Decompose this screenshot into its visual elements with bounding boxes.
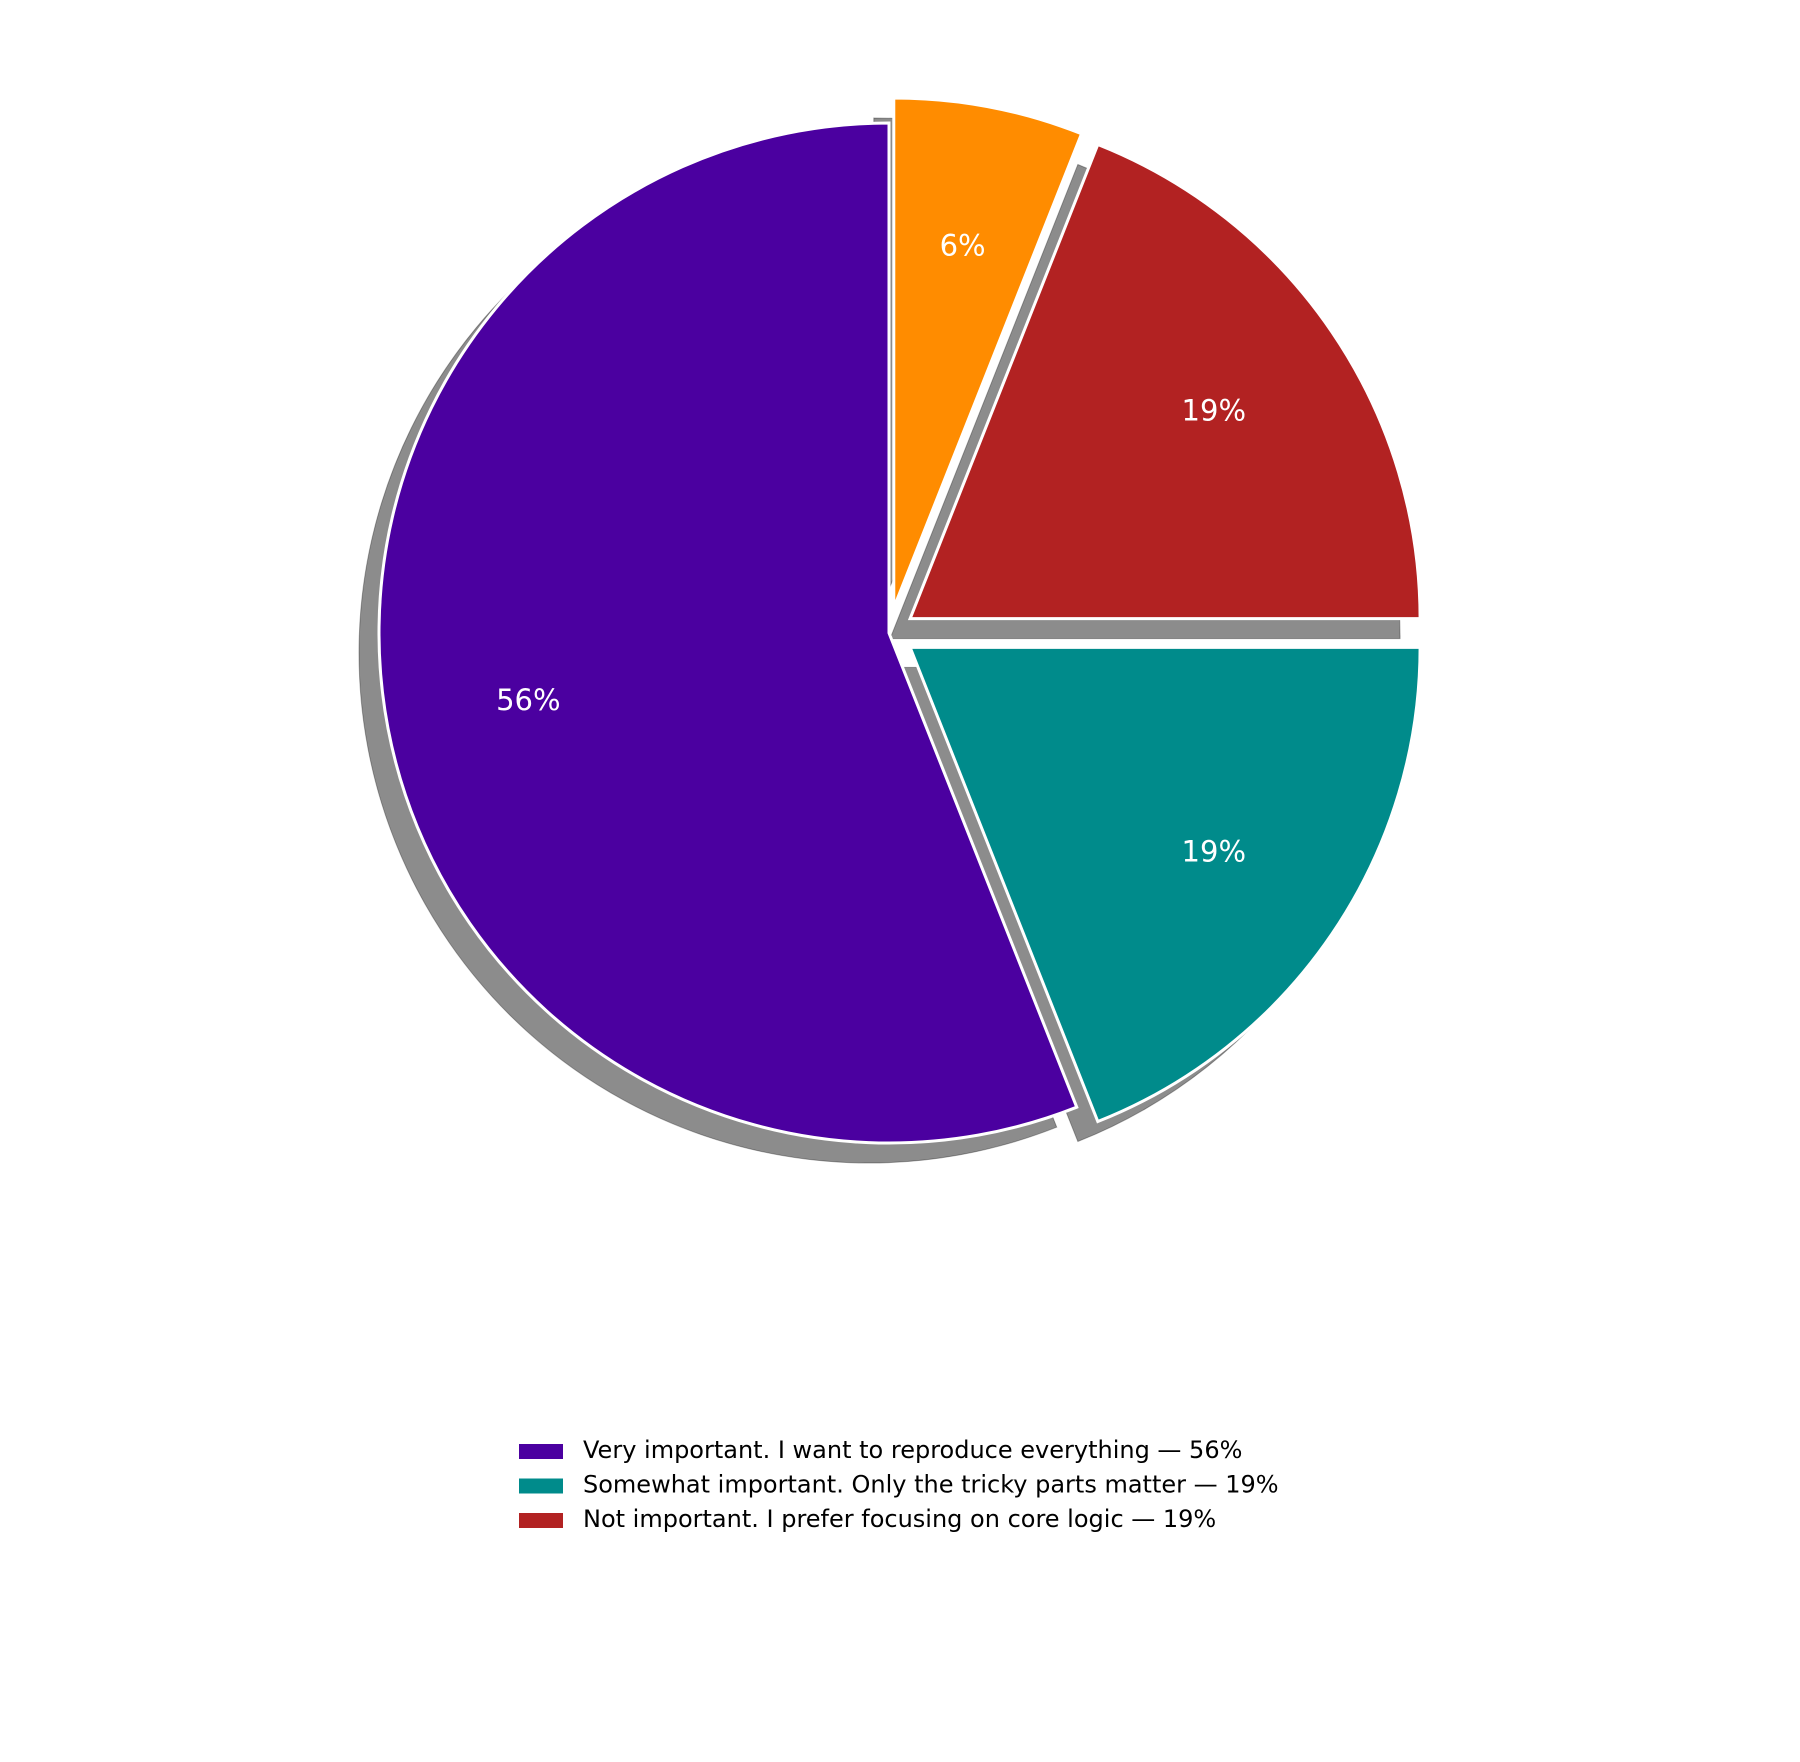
legend-label: Somewhat important. Only the tricky part… — [583, 1471, 1279, 1499]
legend-swatch — [519, 1513, 563, 1528]
legend-swatch — [519, 1478, 563, 1494]
value-label: 19% — [1182, 835, 1246, 869]
legend-label: Very important. I want to reproduce ever… — [583, 1436, 1242, 1464]
legend-swatch — [519, 1444, 563, 1459]
pie-slice — [377, 121, 1079, 1145]
pie-slice — [907, 142, 1422, 621]
value-label: 56% — [496, 683, 560, 717]
value-label: 19% — [1182, 393, 1246, 427]
pie-slice — [892, 96, 1084, 609]
value-label: 6% — [940, 228, 986, 262]
pie-slice — [907, 645, 1422, 1124]
legend-label: Not important. I prefer focusing on core… — [583, 1505, 1216, 1533]
